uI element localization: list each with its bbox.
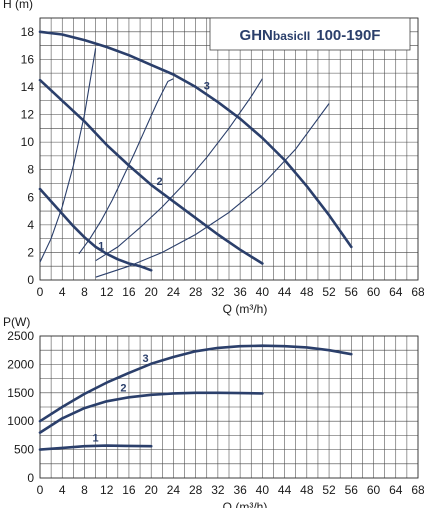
- power-curve-1: [38, 444, 153, 451]
- power-y-axis-title: P(W): [3, 315, 30, 329]
- power-frame: [39, 335, 419, 479]
- head-y-tick-label: 2: [27, 245, 34, 259]
- head-curve-2: [38, 78, 264, 265]
- power-x-axis-title: Q (m³/h): [223, 500, 268, 508]
- head-x-tick-label: 68: [411, 285, 424, 299]
- power-curve-3: [38, 344, 353, 423]
- head-curve-3: [38, 30, 353, 249]
- model-title: GHNbasicII 100-190F: [240, 27, 381, 44]
- head-x-tick-label: 52: [322, 285, 336, 299]
- power-x-tick-label: 44: [278, 483, 292, 497]
- head-x-tick-label: 8: [81, 285, 88, 299]
- head-y-tick-label: 18: [21, 25, 35, 39]
- head-y-tick-label: 0: [27, 273, 34, 287]
- head-x-tick-label: 64: [389, 285, 403, 299]
- power-x-tick-label: 68: [411, 483, 424, 497]
- system-curve-3: [95, 78, 263, 262]
- model-title-brand: GHN: [240, 27, 273, 44]
- head-y-tick-label: 16: [21, 52, 35, 66]
- power-x-tick-label: 20: [144, 483, 158, 497]
- power-x-tick-label: 60: [367, 483, 381, 497]
- model-title-model: 100-190F: [316, 27, 380, 44]
- head-curve-label-3: 3: [204, 81, 210, 93]
- power-chart-marks: 1 2 3: [38, 344, 353, 451]
- head-x-tick-label: 60: [367, 285, 381, 299]
- power-chart-grid: [39, 335, 419, 479]
- head-curve-label-2: 2: [156, 176, 162, 188]
- power-x-tick-label: 52: [322, 483, 336, 497]
- head-x-axis-title: Q (m³/h): [223, 302, 268, 316]
- power-chart-axis: 0 4 8 12 16 20 24 28 32 36 40 44 48 52 56 60 64 680500100…: [3, 315, 424, 513]
- power-y-tick-label: 1000: [7, 414, 34, 428]
- power-x-tick-label: 8: [81, 483, 88, 497]
- head-x-tick-label: 4: [59, 285, 66, 299]
- head-y-tick-label: 6: [27, 190, 34, 204]
- power-x-tick-label: 0: [37, 483, 44, 497]
- power-x-tick-label: 28: [189, 483, 203, 497]
- power-x-tick-label: 24: [167, 483, 181, 497]
- head-x-tick-label: 12: [100, 285, 114, 299]
- power-x-tick-label: 36: [233, 483, 247, 497]
- head-curve-label-1: 1: [98, 241, 104, 253]
- head-x-tick-label: 40: [256, 285, 270, 299]
- model-title-sub: basicII: [273, 29, 310, 43]
- power-curve-label-1: 1: [93, 433, 99, 445]
- head-x-tick-label: 20: [144, 285, 158, 299]
- head-x-tick-label: 16: [122, 285, 136, 299]
- power-x-tick-label: 64: [389, 483, 403, 497]
- head-x-tick-label: 56: [345, 285, 359, 299]
- power-y-tick-label: 2000: [7, 357, 34, 371]
- system-curve-4: [95, 103, 330, 278]
- head-x-tick-label: 0: [37, 285, 44, 299]
- model-title-box: [209, 17, 411, 51]
- power-curve-2: [38, 391, 264, 434]
- system-curve-2: [78, 78, 174, 255]
- power-x-tick-label: 12: [100, 483, 114, 497]
- head-y-tick-label: 14: [21, 80, 35, 94]
- head-x-tick-label: 24: [167, 285, 181, 299]
- power-x-tick-label: 40: [256, 483, 270, 497]
- head-chart-grid: [39, 17, 419, 281]
- head-x-tick-label: 44: [278, 285, 292, 299]
- system-curve-1: [39, 48, 97, 263]
- head-chart-marks: 1 2 3: [38, 30, 353, 278]
- power-y-tick-label: 2500: [7, 329, 34, 343]
- power-y-tick-label: 1500: [7, 386, 34, 400]
- power-x-tick-label: 4: [59, 483, 66, 497]
- power-curve-label-3: 3: [143, 353, 149, 365]
- power-x-tick-label: 56: [345, 483, 359, 497]
- head-curve-1: [38, 187, 153, 272]
- power-x-tick-label: 48: [300, 483, 314, 497]
- head-x-tick-label: 48: [300, 285, 314, 299]
- power-y-tick-label: 500: [14, 443, 34, 457]
- head-y-axis-title: H (m): [3, 0, 33, 11]
- head-y-tick-label: 8: [27, 163, 34, 177]
- head-x-tick-label: 32: [211, 285, 225, 299]
- power-x-tick-label: 32: [211, 483, 225, 497]
- power-x-tick-label: 16: [122, 483, 136, 497]
- head-y-tick-label: 10: [21, 135, 35, 149]
- head-x-tick-label: 36: [233, 285, 247, 299]
- power-curve-label-2: 2: [120, 383, 126, 395]
- head-chart-axis: 0 4 8 12 16 20 24 28 32 36 40 44 48 52 56 60 64 680246810…: [3, 0, 424, 316]
- head-y-tick-label: 12: [21, 108, 35, 122]
- head-y-tick-label: 4: [27, 218, 34, 232]
- head-x-tick-label: 28: [189, 285, 203, 299]
- power-y-tick-label: 0: [27, 471, 34, 485]
